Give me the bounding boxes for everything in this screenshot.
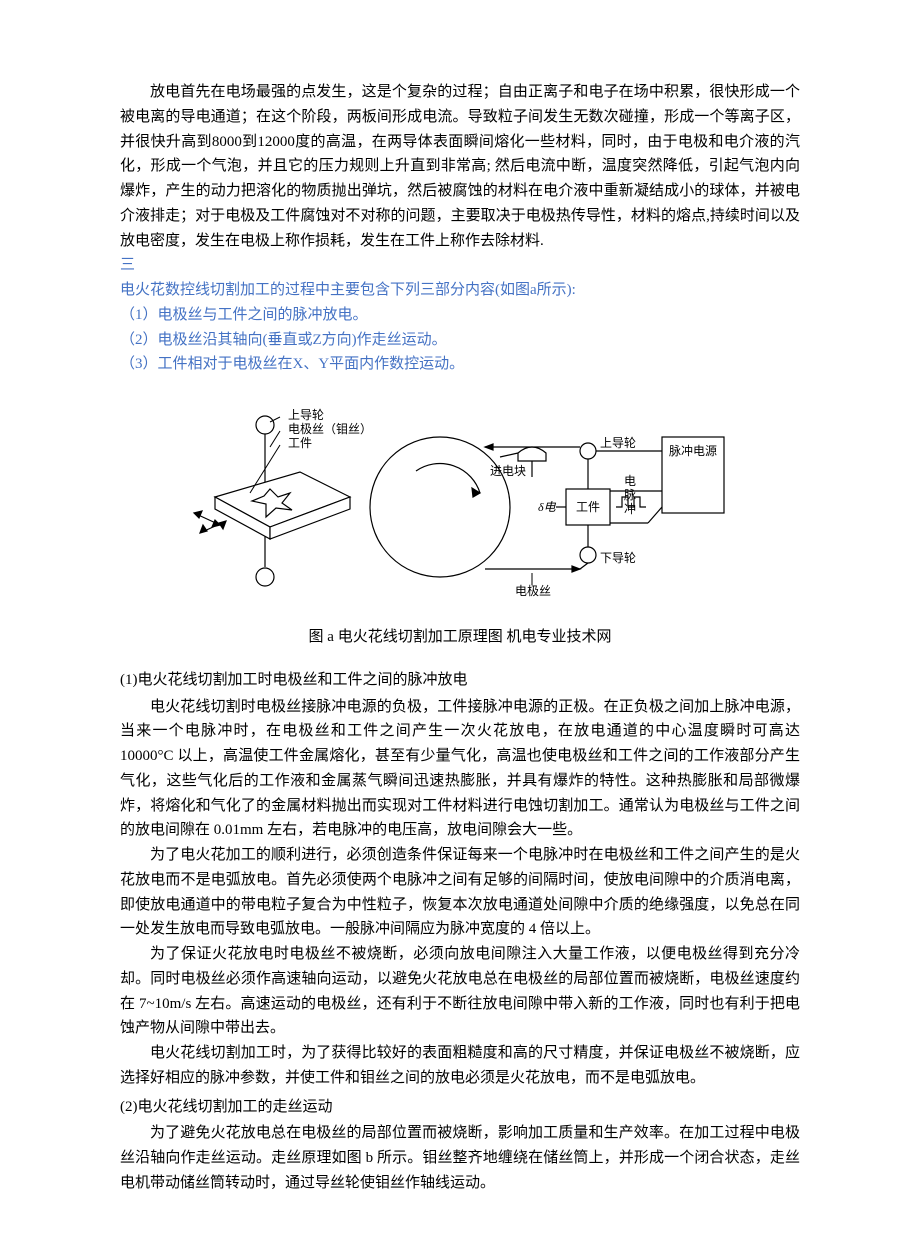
process-intro: 电火花数控线切割加工的过程中主要包含下列三部分内容(如图a所示): [120,278,800,303]
section-1-p1: 电火花线切割时电极丝接脉冲电源的负极，工件接脉冲电源的正极。在正负极之间加上脉冲… [120,695,800,844]
label-upper-guide-right: 上导轮 [600,436,636,450]
intro-paragraph: 放电首先在电场最强的点发生，这是个复杂的过程；自由正离子和电子在场中积累，很快形… [120,80,800,253]
section-1-p4: 电火花线切割加工时，为了获得比较好的表面粗糙度和高的尺寸精度，并保证电极丝不被烧… [120,1041,800,1091]
label-feed-block: 进电块 [490,464,526,478]
process-item-3: （3）工件相对于电极丝在X、Y平面内作数控运动。 [120,352,800,377]
label-pulse: 电 [624,474,636,488]
process-item-2: （2）电极丝沿其轴向(垂直或Z方向)作走丝运动。 [120,328,800,353]
svg-text:脉: 脉 [624,487,636,502]
label-workpiece-right: 工件 [576,500,600,514]
label-power: 脉冲电源 [669,443,717,458]
label-upper-guide-left: 上导轮 [288,408,324,422]
label-lower-guide: 下导轮 [600,551,636,565]
label-wire-bottom: 电极丝 [515,584,551,598]
section-1-title: (1)电火花线切割加工时电极丝和工件之间的脉冲放电 [120,668,800,693]
wire-edm-diagram: 上导轮 电极丝（钼丝） 工件 [180,397,740,607]
section-2-title: (2)电火花线切割加工的走丝运动 [120,1095,800,1120]
section-1-p3: 为了保证火花放电时电极丝不被烧断，必须向放电间隙注入大量工作液，以便电极丝得到充… [120,942,800,1041]
figure-a: 上导轮 电极丝（钼丝） 工件 [120,377,800,617]
label-workpiece-left: 工件 [288,436,312,450]
svg-text:冲: 冲 [624,501,636,516]
process-item-1: （1）电极丝与工件之间的脉冲放电。 [120,303,800,328]
label-delta: δ电 [538,500,557,514]
figure-a-caption: 图 a 电火花线切割加工原理图 机电专业技术网 [120,625,800,650]
label-wire-electrode-left: 电极丝（钼丝） [288,422,372,436]
section-three-marker: 三 [120,253,800,278]
section-2-p1: 为了避免火花放电总在电极丝的局部位置而被烧断，影响加工质量和生产效率。在加工过程… [120,1121,800,1195]
section-1-p2: 为了电火花加工的顺利进行，必须创造条件保证每来一个电脉冲时在电极丝和工件之间产生… [120,843,800,942]
